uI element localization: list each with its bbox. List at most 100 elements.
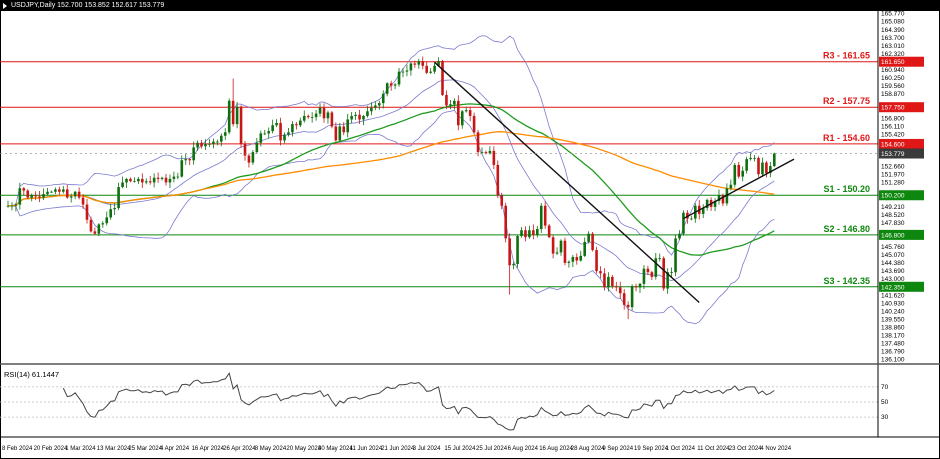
price-tick: 139.550 bbox=[881, 316, 905, 323]
price-tick: 156.800 bbox=[881, 115, 905, 122]
price-tick: 151.280 bbox=[881, 180, 905, 187]
date-tick: 1 Oct 2024 bbox=[666, 446, 696, 452]
current-price-axis-box bbox=[879, 148, 924, 159]
level-axis-price-S1: 150.200 bbox=[881, 193, 905, 200]
price-tick: 138.170 bbox=[881, 333, 905, 340]
symbol-quote-line: USDJPY,Daily 152.700 153.852 152.617 153… bbox=[11, 2, 165, 9]
current-price-axis-text: 153.779 bbox=[881, 151, 905, 158]
trendlines[interactable] bbox=[434, 61, 795, 304]
price-tick: 138.860 bbox=[881, 324, 905, 331]
level-S2[interactable]: S2 - 146.80 146.800 bbox=[0, 224, 924, 240]
price-tick: 165.080 bbox=[881, 19, 905, 26]
date-tick: 25 Jul 2024 bbox=[476, 446, 508, 452]
price-tick: 155.420 bbox=[881, 131, 905, 138]
price-tick: 140.240 bbox=[881, 308, 905, 315]
level-label-S2: S2 - 146.80 bbox=[823, 224, 870, 234]
pane-frames bbox=[0, 11, 940, 438]
price-tick: 136.790 bbox=[881, 349, 905, 356]
date-tick: 23 Oct 2024 bbox=[729, 446, 762, 452]
price-tick: 159.560 bbox=[881, 83, 905, 90]
price-tick: 158.870 bbox=[881, 91, 905, 98]
price-tick: 143.000 bbox=[881, 276, 905, 283]
rsi-label: RSI(14) 61.1447 bbox=[4, 370, 59, 379]
pivot-levels[interactable]: R3 - 161.65 161.650 R2 - 157.75 157.750 R1 -… bbox=[0, 51, 924, 292]
price-tick: 160.250 bbox=[881, 75, 905, 82]
price-tick: 160.940 bbox=[881, 67, 905, 74]
date-tick: 8 May 2024 bbox=[255, 446, 287, 452]
trendline-descending[interactable] bbox=[434, 61, 700, 304]
date-tick: 30 May 2024 bbox=[318, 446, 353, 452]
bollinger-upper-band bbox=[8, 35, 775, 256]
level-axis-price-S3: 142.350 bbox=[881, 284, 905, 291]
date-tick: 4 Nov 2024 bbox=[760, 446, 791, 452]
trendline-ascending[interactable] bbox=[683, 158, 795, 220]
level-label-S3: S3 - 142.35 bbox=[823, 276, 870, 286]
level-axis-price-R2: 157.750 bbox=[881, 105, 905, 112]
date-tick: 3 Jul 2024 bbox=[413, 446, 441, 452]
date-tick: 20 May 2024 bbox=[286, 446, 321, 452]
price-tick: 164.390 bbox=[881, 27, 905, 34]
date-tick: 25 Mar 2024 bbox=[128, 446, 162, 452]
price-tick: 165.770 bbox=[881, 11, 905, 18]
level-R2[interactable]: R2 - 157.75 157.750 bbox=[0, 96, 924, 113]
price-tick: 136.100 bbox=[881, 357, 905, 364]
price-axis[interactable]: 165.770165.080164.390163.700163.010162.3… bbox=[881, 11, 905, 364]
date-tick: 28 Aug 2024 bbox=[571, 446, 605, 452]
level-label-R2: R2 - 157.75 bbox=[823, 96, 870, 106]
date-tick: 20 Feb 2024 bbox=[34, 446, 68, 452]
rsi-pane: 70 50 30 RSI(14) 61.1447 bbox=[0, 370, 889, 431]
rsi-tick: 70 bbox=[881, 384, 889, 391]
level-label-R1: R1 - 154.60 bbox=[823, 133, 870, 143]
level-label-R3: R3 - 161.65 bbox=[823, 51, 870, 61]
rsi-line bbox=[62, 372, 775, 431]
level-axis-box-S1 bbox=[879, 190, 924, 201]
price-tick: 163.010 bbox=[881, 43, 905, 50]
date-tick: 26 Apr 2024 bbox=[223, 446, 256, 452]
date-tick: 15 Jul 2024 bbox=[444, 446, 476, 452]
date-tick: 13 Mar 2024 bbox=[97, 446, 131, 452]
level-axis-price-S2: 146.800 bbox=[881, 232, 905, 239]
price-tick: 148.520 bbox=[881, 212, 905, 219]
rsi-tick: 30 bbox=[881, 414, 889, 421]
date-tick: 4 Apr 2024 bbox=[160, 446, 190, 452]
level-S1[interactable]: S1 - 150.20 150.200 bbox=[0, 184, 924, 201]
date-tick: 8 Feb 2024 bbox=[2, 446, 33, 452]
date-tick: 6 Aug 2024 bbox=[508, 446, 539, 452]
candles-layer bbox=[6, 56, 776, 320]
date-tick: 11 Oct 2024 bbox=[697, 446, 730, 452]
chart-icon bbox=[3, 2, 7, 9]
chart-title-bar: USDJPY,Daily 152.700 153.852 152.617 153… bbox=[0, 0, 940, 11]
level-R3[interactable]: R3 - 161.65 161.650 bbox=[0, 51, 924, 67]
level-R1[interactable]: R1 - 154.60 154.600 bbox=[0, 133, 924, 149]
rsi-tick: 50 bbox=[881, 399, 889, 406]
date-tick: 19 Sep 2024 bbox=[634, 446, 669, 452]
price-tick: 162.320 bbox=[881, 51, 905, 58]
date-tick: 1 Mar 2024 bbox=[65, 446, 96, 452]
price-tick: 143.690 bbox=[881, 268, 905, 275]
date-tick: 9 Sep 2024 bbox=[602, 446, 633, 452]
price-tick: 140.930 bbox=[881, 300, 905, 307]
current-price-marker: 153.779 bbox=[0, 148, 924, 159]
level-axis-box-R1 bbox=[879, 138, 924, 149]
level-label-S1: S1 - 150.20 bbox=[823, 184, 870, 194]
level-S3[interactable]: S3 - 142.35 142.350 bbox=[0, 276, 924, 292]
price-tick: 137.480 bbox=[881, 341, 905, 348]
price-tick: 152.660 bbox=[881, 164, 905, 171]
date-tick: 11 Jun 2024 bbox=[350, 446, 383, 452]
ma-slow-line bbox=[8, 131, 775, 207]
level-axis-price-R1: 154.600 bbox=[881, 141, 905, 148]
price-tick: 145.760 bbox=[881, 244, 905, 251]
level-axis-price-R3: 161.650 bbox=[881, 59, 905, 66]
price-tick: 151.970 bbox=[881, 172, 905, 179]
price-tick: 145.070 bbox=[881, 252, 905, 259]
level-axis-box-R2 bbox=[879, 102, 924, 113]
price-tick: 163.700 bbox=[881, 35, 905, 42]
bollinger-middle-band bbox=[8, 79, 775, 282]
date-tick: 16 Apr 2024 bbox=[192, 446, 225, 452]
bollinger-lower-band bbox=[8, 109, 775, 325]
level-axis-box-S3 bbox=[879, 281, 924, 292]
level-axis-box-S2 bbox=[879, 229, 924, 240]
